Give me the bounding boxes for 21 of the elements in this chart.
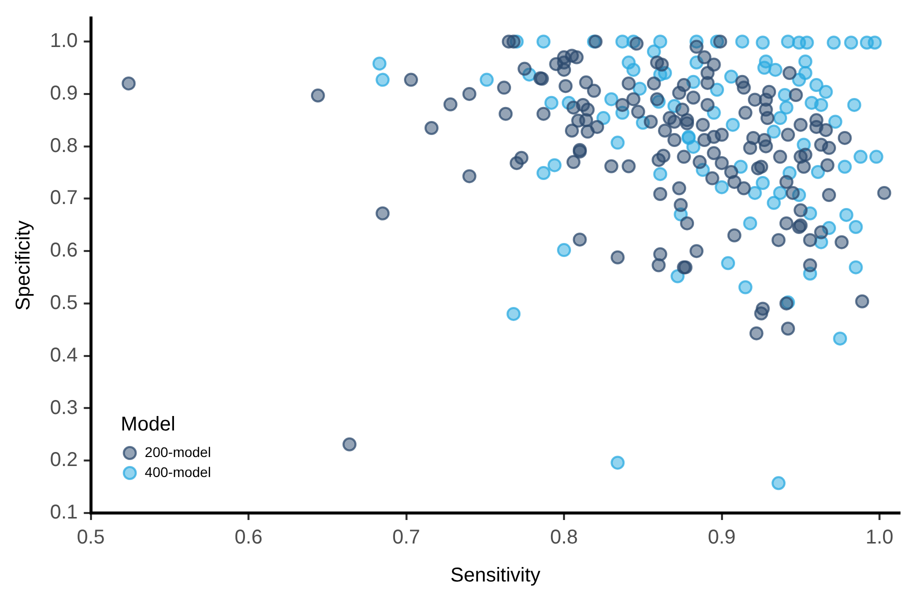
x-tick-label: 0.8: [550, 526, 578, 549]
x-axis-title: Sensitivity: [450, 564, 540, 587]
y-tick-label: 0.5: [50, 292, 78, 314]
x-tick-label: 1.0: [866, 526, 894, 549]
y-tick-label: 0.8: [50, 134, 78, 157]
y-axis-title: Specificity: [12, 220, 35, 311]
y-tick-label: 0.9: [50, 82, 78, 104]
y-tick-label: 0.3: [50, 396, 78, 419]
y-tick-label: 0.2: [50, 449, 78, 472]
x-tick-label: 0.9: [708, 526, 736, 549]
legend-title: Model: [120, 414, 176, 436]
x-tick-label: 0.7: [392, 526, 420, 549]
y-tick-label: 0.4: [50, 344, 78, 366]
x-tick-label: 0.5: [76, 526, 105, 549]
y-tick-label: 0.7: [50, 187, 78, 210]
legend-label: 400-model: [144, 464, 211, 480]
y-tick-label: 0.6: [50, 240, 78, 262]
x-tick-label: 0.6: [234, 526, 262, 549]
y-tick-label: 1.0: [50, 30, 78, 52]
legend-label: 200-model: [144, 444, 211, 460]
y-tick-label: 0.1: [50, 502, 78, 524]
